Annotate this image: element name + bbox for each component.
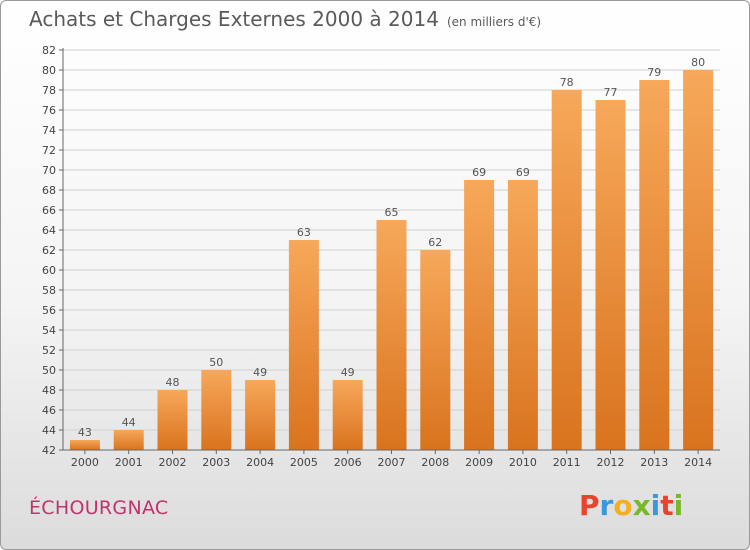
- bar: [332, 380, 363, 450]
- x-tick-label: 2012: [597, 456, 625, 469]
- bar: [157, 390, 188, 450]
- bar: [288, 240, 319, 450]
- bar: [69, 440, 100, 450]
- place-name: ÉCHOURGNAC: [29, 497, 169, 519]
- y-tick-label: 64: [42, 224, 56, 237]
- chart-title: Achats et Charges Externes 2000 à 2014 (e…: [29, 7, 542, 31]
- data-label: 78: [560, 76, 574, 89]
- logo-letter: t: [660, 489, 674, 522]
- y-tick-label: 44: [42, 424, 56, 437]
- bar: [201, 370, 232, 450]
- bar: [376, 220, 407, 450]
- data-label: 44: [122, 416, 136, 429]
- logo-letter: o: [613, 489, 633, 522]
- y-tick-label: 70: [42, 164, 56, 177]
- logo-letter: r: [599, 489, 614, 522]
- y-tick-label: 50: [42, 364, 56, 377]
- x-tick-label: 2013: [640, 456, 668, 469]
- x-tick-label: 2008: [421, 456, 449, 469]
- data-label: 80: [691, 56, 705, 69]
- x-tick-label: 2010: [509, 456, 537, 469]
- x-tick-label: 2001: [115, 456, 143, 469]
- data-label: 63: [297, 226, 311, 239]
- data-label: 49: [341, 366, 355, 379]
- y-tick-label: 42: [42, 444, 56, 457]
- y-tick-label: 66: [42, 204, 56, 217]
- x-tick-label: 2002: [159, 456, 187, 469]
- x-tick-label: 2009: [465, 456, 493, 469]
- bar: [420, 250, 451, 450]
- y-tick-label: 58: [42, 284, 56, 297]
- y-tick-label: 82: [42, 44, 56, 57]
- data-label: 69: [516, 166, 530, 179]
- y-tick-label: 48: [42, 384, 56, 397]
- logo-letter: P: [579, 489, 600, 522]
- data-label: 48: [166, 376, 180, 389]
- x-tick-label: 2007: [378, 456, 406, 469]
- y-tick-label: 72: [42, 144, 56, 157]
- bar: [507, 180, 538, 450]
- logo-letter: i: [650, 489, 661, 522]
- data-label: 69: [472, 166, 486, 179]
- y-tick-label: 62: [42, 244, 56, 257]
- y-tick-label: 46: [42, 404, 56, 417]
- x-tick-label: 2003: [202, 456, 230, 469]
- data-label: 79: [647, 66, 661, 79]
- bar: [683, 70, 714, 450]
- data-label: 65: [385, 206, 399, 219]
- bar: [245, 380, 276, 450]
- x-tick-label: 2006: [334, 456, 362, 469]
- y-tick-label: 78: [42, 84, 56, 97]
- x-tick-label: 2004: [246, 456, 274, 469]
- data-label: 50: [209, 356, 223, 369]
- chart-unit: (en milliers d'€): [446, 15, 542, 29]
- data-label: 77: [604, 86, 618, 99]
- logo-letter: x: [632, 489, 651, 522]
- y-tick-label: 56: [42, 304, 56, 317]
- y-tick-label: 60: [42, 264, 56, 277]
- bar: [595, 100, 626, 450]
- data-label: 49: [253, 366, 267, 379]
- x-tick-label: 2011: [553, 456, 581, 469]
- x-tick-label: 2014: [684, 456, 712, 469]
- bar: [639, 80, 670, 450]
- x-tick-label: 2000: [71, 456, 99, 469]
- y-tick-label: 54: [42, 324, 56, 337]
- data-label: 62: [428, 236, 442, 249]
- y-tick-label: 74: [42, 124, 56, 137]
- bar: [113, 430, 144, 450]
- proxiti-logo[interactable]: Proxiti: [579, 489, 683, 522]
- y-tick-label: 68: [42, 184, 56, 197]
- logo-letter: i: [673, 489, 684, 522]
- y-tick-label: 52: [42, 344, 56, 357]
- bar: [551, 90, 582, 450]
- y-tick-label: 80: [42, 64, 56, 77]
- bar: [464, 180, 495, 450]
- data-label: 43: [78, 426, 92, 439]
- x-tick-label: 2005: [290, 456, 318, 469]
- y-tick-label: 76: [42, 104, 56, 117]
